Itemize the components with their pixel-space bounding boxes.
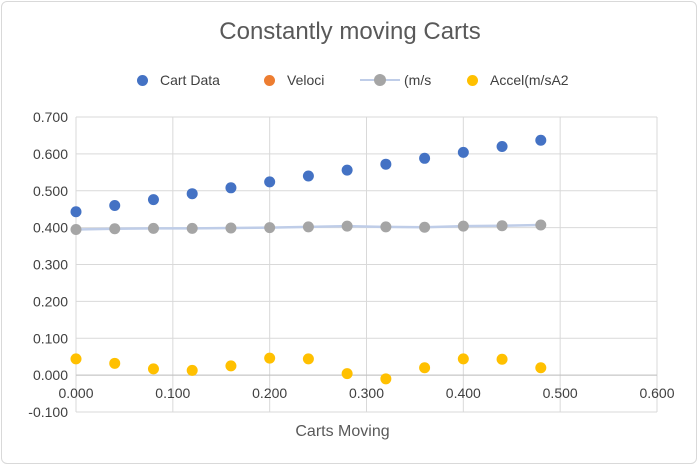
- data-point-series-2: [419, 221, 431, 233]
- legend-item-accel: Accel(m/sA2: [467, 69, 569, 91]
- data-point-series-0: [457, 146, 469, 158]
- data-point-series-0: [380, 158, 392, 170]
- y-tick-label: 0.400: [33, 220, 68, 236]
- data-point-series-2: [186, 222, 198, 234]
- data-point-series-3: [109, 357, 121, 369]
- data-point-series-0: [186, 188, 198, 200]
- x-tick-label: 0.400: [446, 385, 481, 401]
- y-tick-label: 0.700: [33, 109, 68, 125]
- legend-marker-accel: [467, 74, 478, 86]
- data-point-series-3: [147, 363, 159, 375]
- y-tick-label: 0.600: [33, 146, 68, 162]
- data-point-series-3: [302, 353, 314, 365]
- data-point-series-3: [225, 360, 237, 372]
- x-tick-label: 0.100: [155, 385, 190, 401]
- legend-marker-ms-dot: [374, 74, 386, 86]
- y-tick-label: 0.100: [33, 330, 68, 346]
- data-point-series-2: [457, 220, 469, 232]
- legend: Cart Data Veloci (m/s Accel(m/sA2: [0, 69, 700, 91]
- data-point-series-2: [302, 221, 314, 233]
- y-tick-label: -0.100: [28, 404, 68, 420]
- data-point-series-0: [535, 134, 547, 146]
- legend-label-ms: (m/s: [404, 72, 432, 88]
- data-point-series-2: [341, 220, 353, 232]
- y-tick-label: 0.000: [33, 367, 68, 383]
- data-point-series-2: [109, 223, 121, 235]
- x-tick-label: 0.600: [639, 385, 674, 401]
- legend-label-accel: Accel(m/sA2: [490, 72, 569, 88]
- data-point-series-0: [264, 176, 276, 188]
- data-point-series-2: [380, 221, 392, 233]
- legend-item-veloci: Veloci: [264, 69, 324, 91]
- legend-label-cart-data: Cart Data: [160, 72, 220, 88]
- x-tick-label: 0.500: [543, 385, 578, 401]
- data-point-series-2: [225, 222, 237, 234]
- data-point-series-0: [147, 194, 159, 206]
- data-point-series-3: [380, 373, 392, 385]
- data-point-series-0: [225, 182, 237, 194]
- y-tick-label: 0.200: [33, 293, 68, 309]
- legend-marker-cart-data: [137, 74, 148, 86]
- x-tick-label: 0.300: [349, 385, 384, 401]
- data-point-series-0: [341, 164, 353, 176]
- data-point-series-3: [496, 353, 508, 365]
- y-tick-label: 0.300: [33, 257, 68, 273]
- x-tick-label: 0.200: [252, 385, 287, 401]
- data-point-series-2: [147, 222, 159, 234]
- data-point-series-3: [419, 362, 431, 374]
- chart-title: Constantly moving Carts: [219, 18, 481, 45]
- data-point-series-3: [70, 353, 82, 365]
- legend-label-veloci: Veloci: [287, 72, 325, 88]
- data-point-series-3: [535, 362, 547, 374]
- data-point-series-3: [186, 364, 198, 376]
- legend-marker-ms: [360, 74, 400, 86]
- legend-item-cart-data: Cart Data: [137, 69, 220, 91]
- data-point-series-2: [496, 220, 508, 232]
- legend-item-ms: (m/s: [360, 69, 431, 91]
- data-point-series-0: [70, 206, 82, 218]
- x-axis-title: Carts Moving: [295, 423, 389, 440]
- data-point-series-3: [341, 368, 353, 380]
- legend-marker-veloci: [264, 74, 275, 86]
- data-point-series-2: [264, 222, 276, 234]
- data-point-series-0: [496, 141, 508, 152]
- data-point-series-0: [109, 200, 121, 211]
- data-point-series-3: [264, 352, 276, 364]
- data-point-series-0: [419, 152, 431, 164]
- y-tick-label: 0.500: [33, 183, 68, 199]
- data-point-series-3: [457, 353, 469, 365]
- x-tick-label: 0.000: [58, 385, 93, 401]
- data-point-series-0: [302, 170, 314, 182]
- data-point-series-2: [535, 219, 547, 231]
- data-point-series-2: [70, 223, 82, 235]
